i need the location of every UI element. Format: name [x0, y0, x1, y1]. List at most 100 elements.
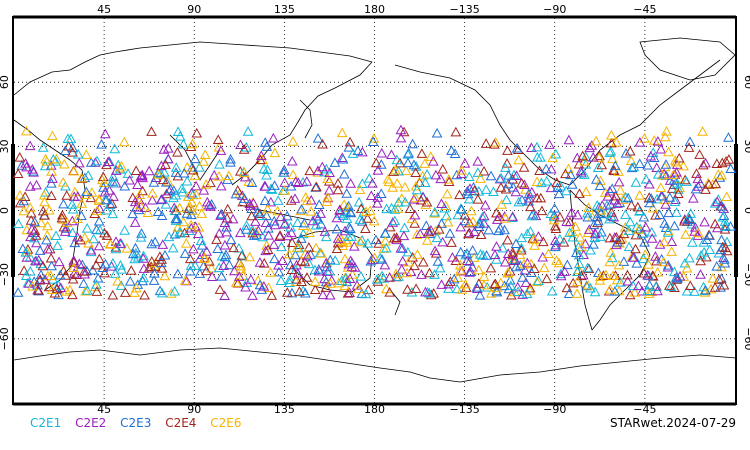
obs-triangle: [43, 204, 55, 215]
obs-triangle: [609, 160, 621, 171]
obs-triangle: [269, 147, 281, 158]
obs-triangle: [659, 194, 671, 204]
obs-triangle: [268, 215, 280, 226]
obs-triangle: [443, 173, 455, 184]
obs-triangle: [382, 173, 394, 184]
obs-triangle: [574, 188, 585, 198]
obs-triangle: [613, 166, 624, 176]
obs-triangle: [187, 138, 198, 149]
obs-triangle: [134, 199, 146, 210]
obs-triangle: [627, 252, 639, 262]
obs-triangle: [502, 178, 514, 189]
obs-triangle: [441, 210, 452, 221]
obs-triangle: [658, 236, 670, 247]
obs-triangle: [411, 229, 423, 239]
obs-triangle: [613, 176, 625, 187]
obs-triangle: [534, 165, 545, 175]
obs-triangle: [604, 283, 616, 294]
obs-triangle: [563, 288, 575, 299]
obs-triangle: [82, 170, 94, 180]
obs-triangle: [683, 142, 695, 152]
top-lon-label: −135: [450, 3, 480, 16]
obs-triangle: [81, 285, 93, 295]
obs-triangle: [161, 188, 172, 199]
obs-triangle: [472, 167, 484, 177]
obs-triangle: [99, 227, 110, 238]
obs-triangle: [577, 150, 589, 161]
obs-triangle: [93, 195, 105, 205]
obs-triangle: [679, 174, 691, 185]
obs-triangle: [393, 165, 404, 176]
obs-triangle: [585, 244, 596, 255]
obs-triangle: [33, 254, 45, 265]
obs-triangle: [716, 273, 727, 283]
coast-europe: [13, 51, 116, 96]
obs-triangle: [378, 243, 390, 253]
obs-triangle: [526, 267, 537, 277]
obs-triangle: [699, 286, 711, 297]
obs-triangle: [14, 190, 26, 200]
obs-triangle: [593, 152, 605, 162]
legend-c2e1: C2E1: [30, 416, 62, 430]
obs-triangle: [650, 209, 661, 220]
obs-triangle: [598, 270, 609, 280]
obs-triangle: [660, 199, 672, 209]
obs-triangle: [652, 266, 663, 277]
obs-triangle: [464, 267, 475, 277]
obs-triangle: [39, 210, 50, 220]
obs-triangle: [148, 275, 160, 285]
obs-triangle: [659, 131, 671, 142]
obs-triangle: [347, 148, 359, 158]
obs-triangle: [179, 275, 191, 285]
obs-triangle: [684, 280, 696, 290]
obs-triangle: [587, 151, 599, 162]
obs-triangle: [446, 237, 457, 247]
obs-triangle: [472, 155, 484, 166]
obs-triangle: [459, 158, 471, 168]
bottom-lon-label: 90: [187, 403, 201, 416]
obs-triangle: [190, 221, 201, 231]
obs-triangle: [559, 266, 571, 276]
obs-triangle: [671, 207, 682, 217]
obs-triangle: [430, 169, 442, 180]
obs-triangle: [387, 217, 399, 227]
obs-triangle: [443, 176, 455, 187]
obs-triangle: [689, 221, 701, 232]
obs-triangle: [167, 242, 179, 253]
obs-triangle: [286, 264, 298, 275]
obs-triangle: [156, 160, 167, 171]
obs-triangle: [565, 169, 577, 180]
obs-triangle: [651, 162, 663, 172]
obs-triangle: [695, 249, 707, 260]
obs-triangle: [700, 157, 711, 168]
obs-triangle: [544, 139, 555, 149]
obs-triangle: [686, 237, 698, 247]
obs-triangle: [93, 253, 105, 264]
obs-triangle: [81, 223, 93, 233]
obs-triangle: [550, 223, 562, 233]
coast-africa-east: [13, 119, 86, 291]
obs-triangle: [477, 211, 488, 222]
obs-triangle: [507, 247, 518, 257]
obs-triangle: [188, 243, 199, 254]
obs-triangle: [75, 234, 86, 245]
obs-triangle: [169, 285, 181, 296]
obs-triangle: [384, 286, 396, 297]
obs-triangle: [46, 177, 57, 188]
obs-triangle: [343, 141, 355, 152]
obs-triangle: [76, 210, 87, 221]
obs-triangle: [225, 234, 237, 245]
bottom-lon-label: −90: [543, 403, 566, 416]
obs-triangle: [320, 257, 332, 268]
obs-triangle: [157, 239, 169, 249]
obs-triangle: [569, 221, 581, 231]
obs-triangle: [379, 259, 391, 270]
coast-antarctica: [13, 347, 737, 383]
obs-triangle: [52, 240, 63, 250]
obs-triangle: [284, 274, 296, 284]
obs-triangle: [71, 269, 83, 280]
obs-triangle: [681, 176, 692, 186]
obs-triangle: [286, 227, 297, 238]
obs-triangle: [643, 259, 654, 269]
obs-triangle: [588, 239, 599, 249]
